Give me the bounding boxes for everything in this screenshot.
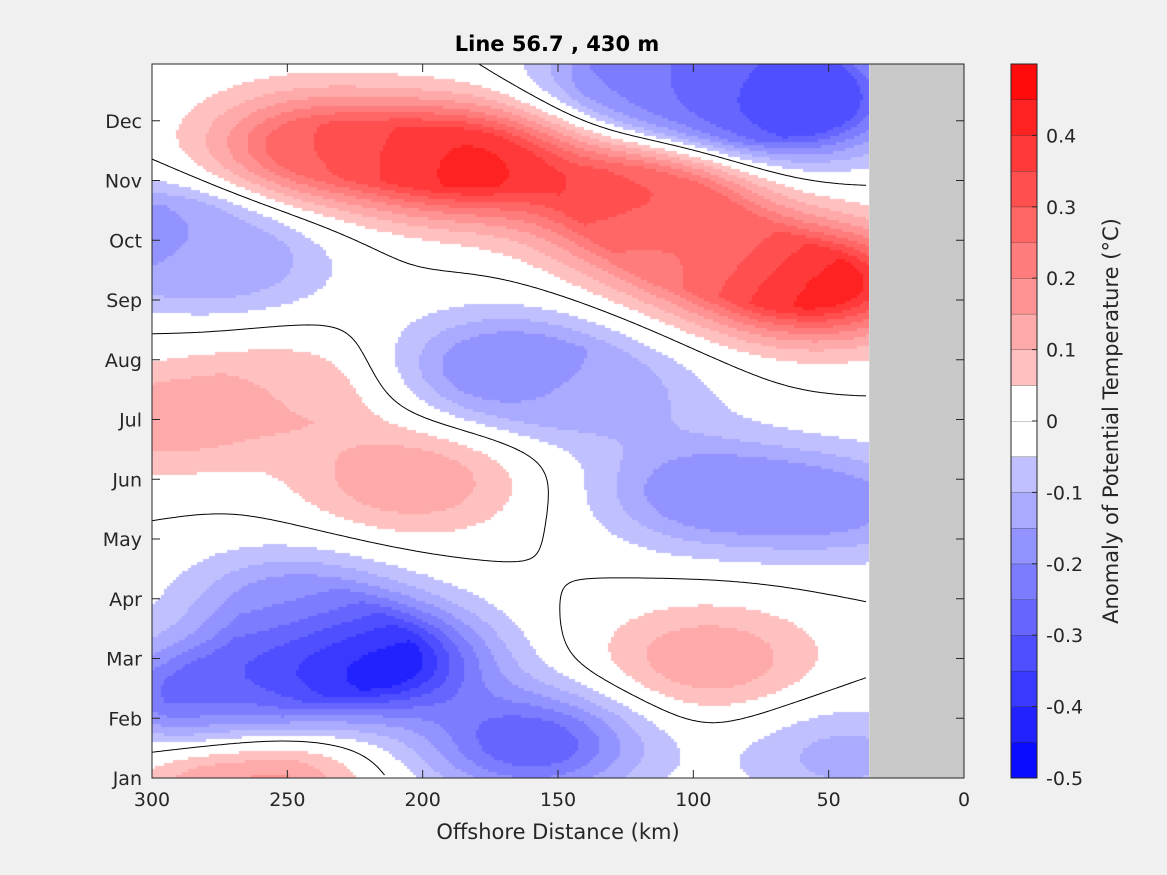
colorbar-step	[1011, 64, 1037, 100]
colorbar-tick-label: 0.3	[1046, 197, 1076, 219]
colorbar-step	[1011, 599, 1037, 636]
x-tick-label: 50	[817, 789, 841, 811]
colorbar-tick-label: 0.2	[1046, 268, 1076, 290]
y-tick-label: Jun	[111, 469, 142, 491]
colorbar-step	[1011, 99, 1037, 136]
y-tick-label: Feb	[108, 708, 142, 730]
colorbar-label: Anomaly of Potential Temperature (°C)	[1099, 218, 1123, 624]
y-tick-label: May	[103, 529, 142, 551]
plot-area: 300 250 200 150 100 50 0 Jan Feb Mar Apr May Jun Jul…	[103, 63, 970, 811]
y-tick-label: Jan	[112, 768, 142, 790]
colorbar-tick-label: -0.3	[1046, 625, 1083, 647]
colorbar-step	[1011, 206, 1037, 243]
colorbar-tick-label: 0	[1046, 411, 1058, 433]
x-axis-ticks: 300 250 200 150 100 50 0	[134, 64, 970, 811]
x-axis-label: Offshore Distance (km)	[436, 820, 679, 844]
colorbar-step	[1011, 135, 1037, 172]
y-tick-label: Aug	[105, 350, 142, 372]
colorbar-step	[1011, 742, 1037, 778]
colorbar-tick-label: 0.1	[1046, 340, 1076, 362]
y-tick-label: Apr	[109, 589, 142, 611]
colorbar-tick-label: -0.1	[1046, 482, 1083, 504]
y-tick-label: Mar	[106, 649, 142, 671]
chart-title: Line 56.7 , 430 m	[455, 32, 660, 56]
y-tick-label: Dec	[105, 111, 142, 133]
y-tick-label: Jul	[118, 410, 142, 432]
colorbar-tick-label: -0.4	[1046, 697, 1083, 719]
y-axis-ticks: Jan Feb Mar Apr May Jun Jul Aug Sep Oct Nov Dec	[103, 111, 964, 790]
colorbar-step	[1011, 171, 1037, 207]
y-tick-label: Oct	[109, 230, 142, 252]
colorbar-step	[1011, 492, 1037, 529]
colorbar-step	[1011, 635, 1037, 671]
colorbar-step	[1011, 313, 1037, 350]
x-tick-label: 250	[269, 789, 305, 811]
no-data-region	[869, 64, 964, 778]
colorbar-step	[1011, 349, 1037, 386]
y-tick-label: Sep	[106, 290, 142, 312]
x-tick-label: 200	[405, 789, 441, 811]
colorbar-step	[1011, 563, 1037, 600]
colorbar-tick-label: 0.4	[1046, 125, 1076, 147]
x-tick-label: 300	[134, 789, 170, 811]
colorbar-step	[1011, 278, 1037, 314]
x-tick-label: 100	[675, 789, 711, 811]
colorbar-step	[1011, 456, 1037, 493]
colorbar-tick-label: -0.2	[1046, 554, 1083, 576]
colorbar-step	[1011, 242, 1037, 279]
colorbar-step	[1011, 670, 1037, 707]
colorbar: 0.4 0.3 0.2 0.1 0 -0.1 -0.2 -0.3 -0.4 -0.5	[1010, 63, 1083, 790]
anomaly-contour-field	[152, 64, 869, 778]
x-tick-label: 150	[540, 789, 576, 811]
colorbar-step	[1011, 528, 1037, 564]
y-tick-label: Nov	[105, 171, 142, 193]
colorbar-step	[1011, 385, 1037, 421]
colorbar-step	[1011, 421, 1037, 457]
colorbar-tick-label: -0.5	[1046, 768, 1083, 790]
x-tick-label: 0	[958, 789, 970, 811]
colorbar-step	[1011, 706, 1037, 743]
